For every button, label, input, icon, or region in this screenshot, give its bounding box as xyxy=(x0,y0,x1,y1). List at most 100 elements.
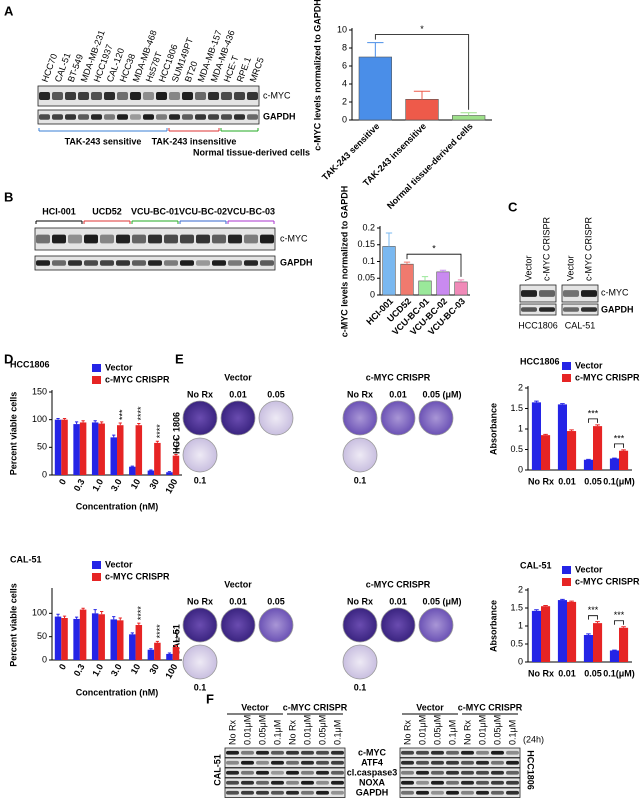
x-tick-label: 100 xyxy=(163,662,179,680)
lane-label: No Rx xyxy=(287,719,297,745)
significance-bracket xyxy=(614,620,624,625)
panel-label: B xyxy=(4,189,13,204)
lane-label: 0.05μM xyxy=(317,715,327,745)
legend-label: c-MYC CRISPR xyxy=(105,374,170,384)
band-label: c-MYC xyxy=(280,233,308,243)
lane-label: 0.1μM xyxy=(332,720,342,745)
y-axis-label: Absorbance xyxy=(488,403,498,455)
blot-band xyxy=(116,234,130,244)
bar xyxy=(79,422,87,475)
error-bar xyxy=(534,609,539,611)
blot-band xyxy=(100,260,114,266)
blot-strip xyxy=(399,787,521,798)
error-bar xyxy=(130,465,134,467)
blot-band xyxy=(271,790,284,795)
lane-label: 0.1μM xyxy=(447,720,457,745)
panel-label: A xyxy=(4,3,14,18)
well xyxy=(182,607,218,643)
blot-band xyxy=(461,770,474,775)
well xyxy=(418,400,454,436)
blot-strip xyxy=(519,284,557,303)
blot-strip xyxy=(399,747,521,758)
error-bar xyxy=(62,615,67,618)
legend-swatch xyxy=(562,374,571,382)
y-tick-label: 1 xyxy=(518,620,523,630)
error-bar xyxy=(569,429,574,432)
blot-band xyxy=(244,260,258,266)
bar xyxy=(154,642,161,660)
blot-band xyxy=(521,307,537,312)
bar xyxy=(583,635,593,662)
blot-strip xyxy=(399,777,521,788)
blot-band xyxy=(104,92,115,100)
blot-band xyxy=(78,114,89,120)
blot-band xyxy=(331,780,344,785)
blot-band xyxy=(241,790,254,795)
bar xyxy=(54,419,62,475)
error-bar xyxy=(421,276,429,281)
legend-label: c-MYC CRISPR xyxy=(575,372,640,382)
well xyxy=(342,400,378,436)
panel-label: F xyxy=(206,691,214,706)
condition-label: c-MYC CRISPR xyxy=(366,579,431,589)
bar xyxy=(619,450,629,470)
x-tick-label: No Rx xyxy=(528,668,554,678)
bar xyxy=(609,650,619,662)
blot-band xyxy=(221,92,232,100)
error-bar xyxy=(534,400,539,403)
error-bar xyxy=(100,610,104,615)
blot-band xyxy=(182,92,193,100)
x-tick-label: 10 xyxy=(129,477,143,491)
y-tick-label: 150 xyxy=(32,386,47,396)
blot-band xyxy=(416,760,429,765)
blot-band xyxy=(100,234,114,244)
error-bar xyxy=(149,648,153,650)
blot-band xyxy=(241,750,254,755)
blot-band xyxy=(316,770,329,775)
cell-line-label: CAL-51 xyxy=(565,320,596,330)
blot-band xyxy=(539,290,555,297)
legend-swatch xyxy=(92,561,101,569)
blot-band xyxy=(431,750,444,755)
blot-band xyxy=(401,760,414,765)
significance-label: **** xyxy=(173,437,183,452)
lane-label: Vector xyxy=(565,255,575,281)
blot-band xyxy=(208,114,219,120)
error-bar xyxy=(621,626,626,628)
bar xyxy=(567,431,577,470)
bar xyxy=(567,601,577,662)
significance-bracket xyxy=(614,443,624,448)
bar xyxy=(61,618,68,660)
lane-label: No Rx xyxy=(227,719,237,745)
legend-label: c-MYC CRISPR xyxy=(105,571,170,581)
bar xyxy=(117,425,124,475)
blot-band xyxy=(164,260,178,266)
lane-label: 0.01μM xyxy=(477,715,487,745)
y-tick-label: 0.15 xyxy=(357,239,375,249)
blot-band xyxy=(286,770,299,775)
lane-label: c-MYC CRISPR xyxy=(541,216,551,281)
blot-band xyxy=(241,780,254,785)
bar xyxy=(129,466,136,475)
cell-line-label: CAL-51 xyxy=(171,624,181,656)
well xyxy=(342,437,378,473)
band-label: c-MYC xyxy=(358,747,387,757)
well xyxy=(342,607,378,643)
y-tick-label: 8 xyxy=(342,42,347,52)
y-tick-label: 100 xyxy=(32,414,47,424)
error-bar xyxy=(413,90,431,100)
blot-band xyxy=(476,790,489,795)
blot-band xyxy=(156,92,167,100)
error-bar xyxy=(137,622,141,625)
bar xyxy=(91,613,99,660)
legend-swatch xyxy=(562,578,571,586)
blot-band xyxy=(130,114,141,120)
well xyxy=(220,607,256,643)
blot-band xyxy=(271,750,284,755)
bar xyxy=(436,271,450,296)
blot-band xyxy=(117,92,128,100)
error-bar xyxy=(74,616,79,619)
error-bar xyxy=(155,640,160,643)
error-bar xyxy=(167,652,172,654)
x-axis-label: Concentration (nM) xyxy=(76,501,159,511)
